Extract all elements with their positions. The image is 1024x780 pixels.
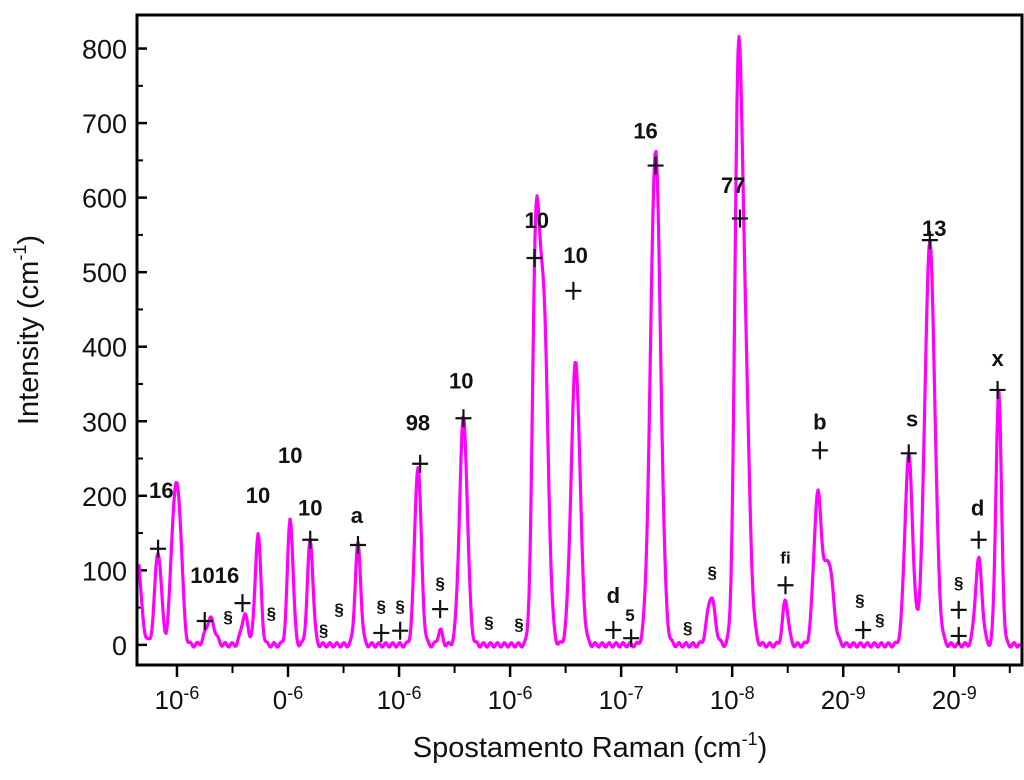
peak-annotation: 98 xyxy=(406,411,430,436)
peak-marker xyxy=(623,629,640,648)
peak-marker xyxy=(605,620,622,639)
peak-annotation: § xyxy=(267,604,276,623)
peak-annotation: § xyxy=(319,621,328,640)
peak-annotation: d xyxy=(971,496,984,521)
peak-marker xyxy=(731,209,748,228)
peak-annotation: 16 xyxy=(149,478,173,503)
x-axis-label: Spostamento Raman (cm-1) xyxy=(413,729,768,764)
peak-marker xyxy=(526,249,543,268)
peak-marker xyxy=(234,594,251,613)
x-tick-label: 10-6 xyxy=(155,683,200,715)
peak-marker xyxy=(373,623,390,642)
peak-marker xyxy=(392,621,409,640)
y-tick-label: 100 xyxy=(82,556,127,586)
y-tick-label: 200 xyxy=(82,482,127,512)
y-axis-label: Intensity (cm-1) xyxy=(10,235,45,425)
x-tick-label: 0-6 xyxy=(273,683,303,715)
peak-marker xyxy=(647,156,664,175)
peak-annotation: § xyxy=(395,597,404,616)
x-tick-label: 10-6 xyxy=(377,683,422,715)
x-tick-label: 10-8 xyxy=(710,683,755,715)
peak-annotation: d xyxy=(607,583,620,608)
peak-annotation: § xyxy=(334,600,343,619)
y-tick-label: 700 xyxy=(82,109,127,139)
peak-annotation: x xyxy=(991,346,1004,371)
peak-marker xyxy=(777,576,794,595)
peak-annotation: 16 xyxy=(633,119,657,144)
peak-markers xyxy=(150,156,1006,648)
peak-marker xyxy=(989,380,1006,399)
peak-marker xyxy=(950,626,967,645)
peak-annotation: § xyxy=(484,613,493,632)
peak-annotation: s xyxy=(906,406,918,431)
peak-annotation: 10 xyxy=(246,483,270,508)
peak-marker xyxy=(302,530,319,549)
peak-annotation: § xyxy=(875,611,884,630)
spectrum-line xyxy=(137,35,1022,649)
x-tick-label: 20-9 xyxy=(821,683,866,715)
peak-marker xyxy=(412,454,429,473)
peak-annotation: b xyxy=(813,409,826,434)
peak-marker xyxy=(196,612,213,631)
peak-annotation: § xyxy=(377,597,386,616)
peak-annotation: 10 xyxy=(298,496,322,521)
peak-annotation: 10 xyxy=(449,368,473,393)
peak-annotation: 13 xyxy=(922,216,946,241)
peak-marker xyxy=(432,600,449,619)
peak-annotation: 10 xyxy=(525,208,549,233)
y-tick-label: 400 xyxy=(82,333,127,363)
y-tick-label: 0 xyxy=(112,631,127,661)
peak-annotation: 10 xyxy=(563,243,587,268)
peak-annotation: § xyxy=(855,591,864,610)
plot-frame xyxy=(135,13,1024,667)
x-tick-label: 10-7 xyxy=(599,683,644,715)
peak-marker xyxy=(455,409,472,428)
peak-marker xyxy=(855,620,872,639)
y-tick-label: 500 xyxy=(82,258,127,288)
peak-marker xyxy=(950,600,967,619)
y-tick-label: 300 xyxy=(82,407,127,437)
peak-marker xyxy=(150,539,167,558)
x-axis-ticks: 10-6 0-6 10-6 10-6 10-7 10-8 20-9 20-9 xyxy=(155,665,1011,715)
peak-marker xyxy=(921,231,938,250)
peak-annotation: a xyxy=(351,503,364,528)
peak-annotation: fi xyxy=(780,549,790,568)
peak-annotation: § xyxy=(954,573,963,592)
peak-annotation: 5 xyxy=(625,606,634,625)
peak-annotation: 77 xyxy=(721,173,745,198)
peak-marker xyxy=(565,281,582,300)
peak-annotation: § xyxy=(683,619,692,638)
peak-annotation: § xyxy=(223,608,232,627)
peak-marker xyxy=(900,444,917,463)
peak-marker xyxy=(970,530,987,549)
peak-annotation: § xyxy=(435,574,444,593)
x-tick-label: 20-9 xyxy=(932,683,977,715)
peak-marker xyxy=(349,535,366,554)
peak-marker xyxy=(811,441,828,460)
y-tick-label: 600 xyxy=(82,184,127,214)
x-tick-label: 10-6 xyxy=(488,683,533,715)
peak-annotation: § xyxy=(514,615,523,634)
y-tick-label: 800 xyxy=(82,35,127,65)
peak-annotation: 1016 xyxy=(190,563,239,588)
peak-annotation: § xyxy=(707,563,716,582)
peak-annotation: 10 xyxy=(278,443,302,468)
